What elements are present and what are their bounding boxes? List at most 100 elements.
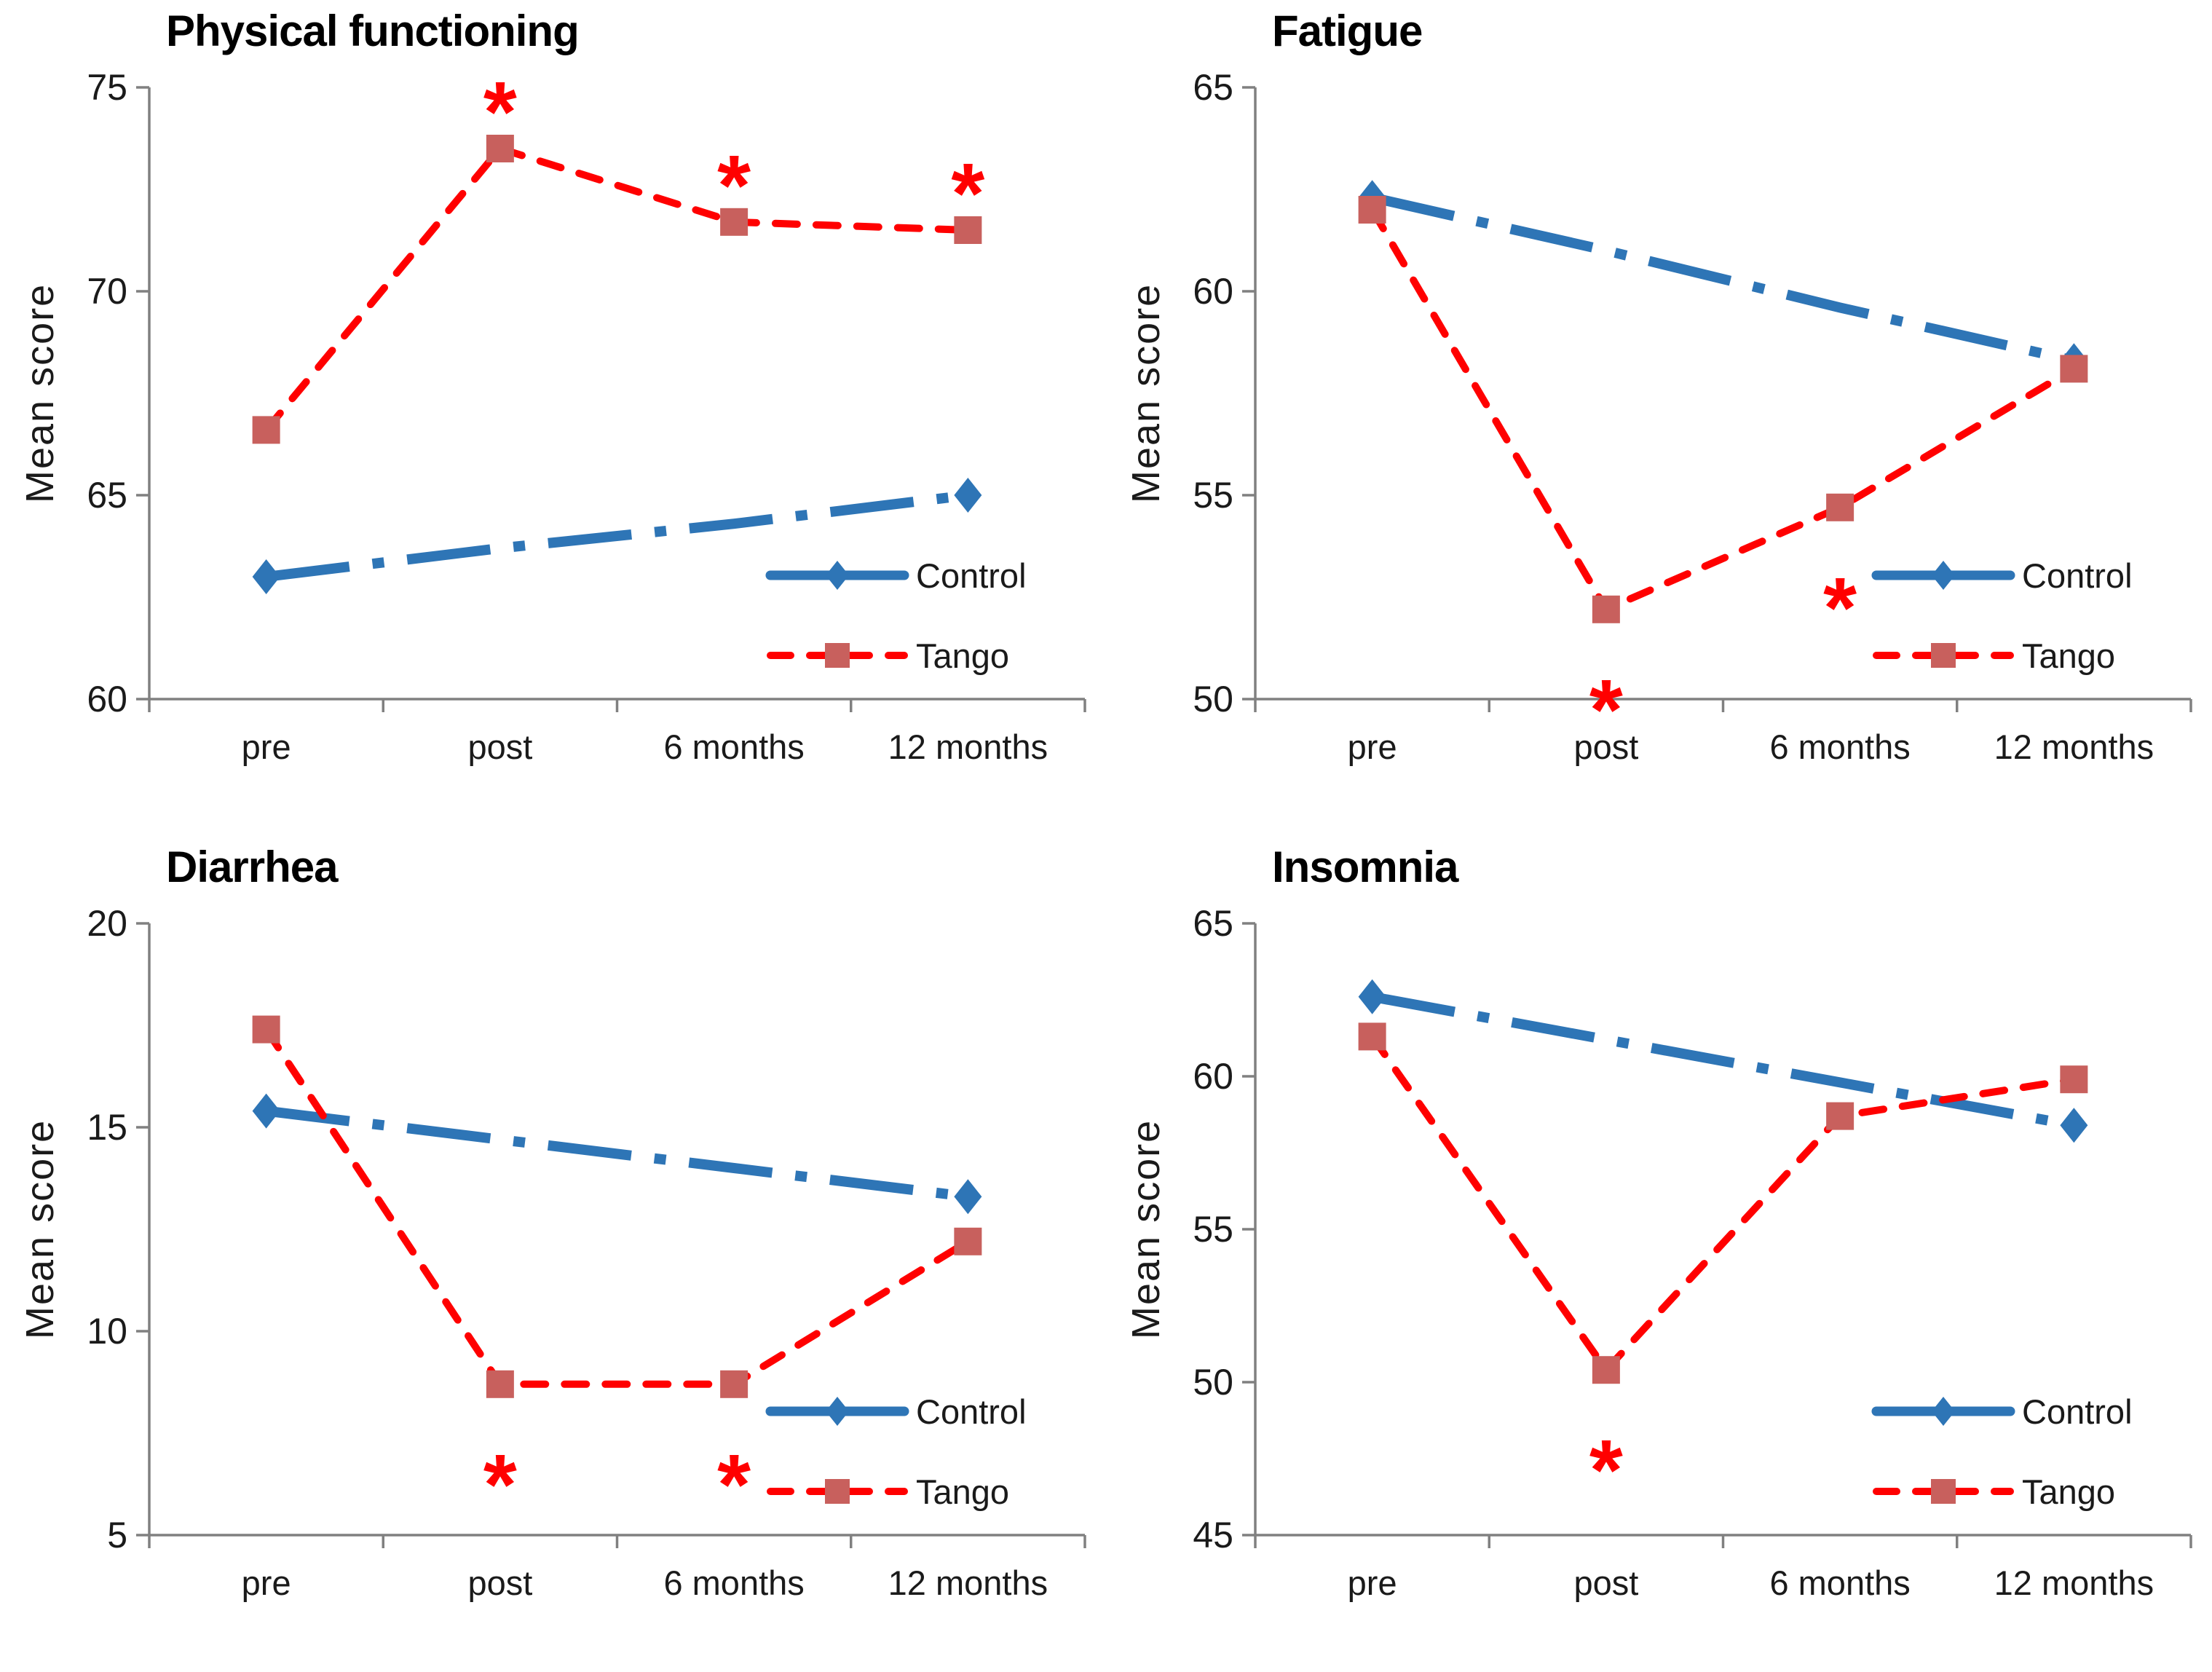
significance-asterisk: * — [483, 64, 517, 160]
series-line-control — [265, 1105, 969, 1202]
x-tick-label: 6 months — [663, 727, 804, 766]
x-tick-label: pre — [1348, 1563, 1397, 1602]
y-tick-label: 55 — [1193, 475, 1233, 516]
x-tick-label: 12 months — [1994, 1563, 2154, 1602]
marker-tango-square — [486, 1370, 514, 1398]
y-tick-label: 20 — [87, 903, 127, 944]
x-tick-label: pre — [242, 727, 291, 766]
y-tick-label: 15 — [87, 1107, 127, 1148]
y-tick-label: 50 — [1193, 1362, 1233, 1403]
x-tick-label: post — [467, 727, 532, 766]
marker-tango-square — [954, 216, 982, 244]
y-tick-label: 60 — [1193, 1056, 1233, 1097]
marker-tango-square — [954, 1227, 982, 1255]
legend-label-tango: Tango — [2022, 636, 2115, 675]
diarrhea-chart: 5 10 15 20 pre post 6 months 12 months * * Control… — [87, 903, 1086, 1602]
series-line-tango — [1368, 1033, 2078, 1376]
marker-tango-square — [486, 135, 514, 162]
series-line-tango — [262, 1025, 972, 1388]
significance-asterisk: * — [483, 1437, 517, 1533]
marker-tango-square — [1358, 196, 1386, 224]
chart-title-fatigue: Fatigue — [1272, 7, 1423, 55]
significance-asterisk: * — [717, 138, 751, 234]
y-tick-label: 60 — [87, 679, 127, 719]
legend-label-control: Control — [916, 1392, 1027, 1431]
fatigue-chart: 50 55 60 65 pre post 6 months 12 months * * Contro… — [1193, 67, 2192, 766]
marker-tango-square — [720, 208, 748, 236]
marker-control-diamond — [954, 478, 982, 513]
legend-label-tango: Tango — [916, 636, 1009, 675]
x-tick-label: 6 months — [663, 1563, 804, 1602]
legend-marker-square — [1931, 1479, 1956, 1504]
marker-control-diamond — [2060, 1108, 2088, 1143]
marker-tango-square — [1358, 1022, 1386, 1051]
y-tick-label: 10 — [87, 1311, 127, 1352]
y-tick-label: 65 — [1193, 67, 1233, 108]
y-tick-label: 45 — [1193, 1515, 1233, 1555]
x-tick-label: pre — [1348, 727, 1397, 766]
x-tick-label: 6 months — [1769, 727, 1910, 766]
x-tick-label: 12 months — [888, 727, 1048, 766]
legend-marker-square — [825, 643, 850, 668]
marker-tango-square — [2060, 355, 2088, 383]
x-tick-label: 12 months — [1994, 727, 2154, 766]
chart-title-physical-functioning: Physical functioning — [166, 7, 580, 55]
y-tick-label: 70 — [87, 271, 127, 312]
insomnia-chart: 45 50 55 60 65 pre post 6 months 12 months * Contr… — [1193, 903, 2192, 1602]
y-tick-label: 50 — [1193, 679, 1233, 719]
y-tick-label: 65 — [87, 475, 127, 516]
marker-tango-square — [720, 1370, 748, 1398]
x-tick-label: pre — [242, 1563, 291, 1602]
legend-label-tango: Tango — [916, 1472, 1009, 1511]
chart-cell-diarrhea: Diarrhea Mean score 5 10 15 20 pre post 6 mont… — [0, 836, 1106, 1672]
marker-control-diamond — [954, 1179, 982, 1215]
y-tick-label: 75 — [87, 67, 127, 108]
marker-control-diamond — [252, 559, 280, 594]
marker-tango-square — [1826, 493, 1854, 521]
series-line-tango — [262, 144, 972, 434]
physical-functioning-chart: 60 65 70 75 pre post 6 months 12 months * * * Contr… — [87, 64, 1086, 766]
chart-cell-physical-functioning: Physical functioning Mean score 60 65 70 75… — [0, 0, 1106, 836]
legend-marker-square — [1931, 643, 1956, 668]
legend-marker-diamond — [1932, 561, 1955, 590]
legend-marker-diamond — [826, 1397, 849, 1426]
marker-control-diamond — [1358, 979, 1386, 1014]
x-tick-label: post — [1573, 1563, 1638, 1602]
y-tick-label: 55 — [1193, 1209, 1233, 1250]
significance-asterisk: * — [1589, 1422, 1623, 1518]
x-tick-label: 12 months — [888, 1563, 1048, 1602]
marker-tango-square — [1592, 595, 1620, 623]
significance-asterisk: * — [717, 1437, 751, 1533]
legend-marker-square — [825, 1479, 850, 1504]
legend-marker-diamond — [826, 561, 849, 590]
series-line-control — [1371, 192, 2075, 366]
chart-title-diarrhea: Diarrhea — [166, 843, 338, 891]
marker-control-diamond — [252, 1093, 280, 1129]
chart-cell-insomnia: Insomnia Mean score 45 50 55 60 65 pre post 6 m… — [1106, 836, 2212, 1672]
x-tick-label: 6 months — [1769, 1563, 1910, 1602]
marker-tango-square — [1592, 1356, 1620, 1384]
legend-label-control: Control — [916, 556, 1027, 595]
significance-asterisk: * — [1589, 662, 1623, 758]
series-line-control — [1371, 991, 2075, 1131]
significance-asterisk: * — [1823, 560, 1857, 656]
series-line-control — [265, 490, 969, 582]
marker-tango-square — [2060, 1065, 2088, 1094]
y-tick-label: 65 — [1193, 903, 1233, 944]
marker-tango-square — [252, 416, 280, 444]
chart-title-insomnia: Insomnia — [1272, 843, 1458, 891]
legend-marker-diamond — [1932, 1397, 1955, 1426]
y-tick-label: 60 — [1193, 271, 1233, 312]
legend-label-control: Control — [2022, 1392, 2133, 1431]
series-line-tango — [1368, 206, 2078, 615]
legend-label-control: Control — [2022, 556, 2133, 595]
marker-tango-square — [252, 1015, 280, 1044]
x-tick-label: post — [467, 1563, 532, 1602]
significance-asterisk: * — [951, 146, 984, 242]
y-tick-label: 5 — [107, 1515, 127, 1555]
legend-label-tango: Tango — [2022, 1472, 2115, 1511]
x-tick-label: post — [1573, 727, 1638, 766]
chart-cell-fatigue: Fatigue Mean score 50 55 60 65 pre post 6 mont… — [1106, 0, 2212, 836]
marker-tango-square — [1826, 1102, 1854, 1130]
